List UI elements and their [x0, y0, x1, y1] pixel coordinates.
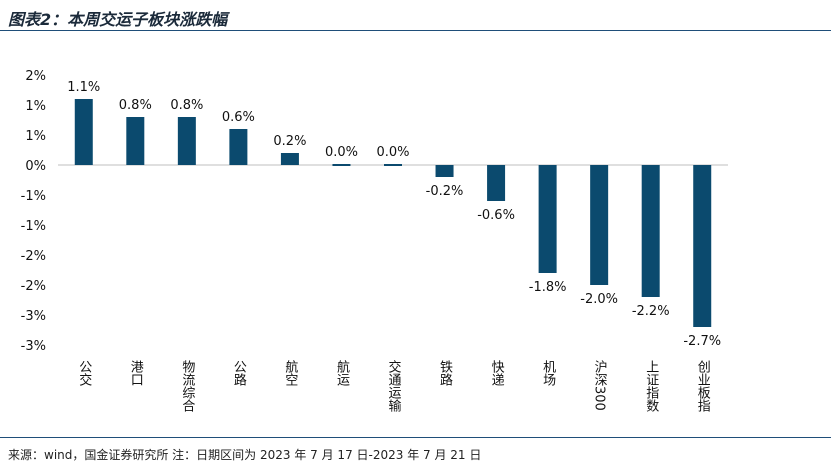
data-label: 0.0%: [376, 145, 409, 160]
bar: [280, 153, 299, 165]
category-label: 快递: [489, 360, 505, 386]
data-label: 0.8%: [119, 98, 152, 113]
title-divider: [0, 30, 831, 31]
bar: [693, 165, 712, 327]
source-note: 来源：wind，国金证券研究所 注：日期区间为 2023 年 7 月 17 日-…: [8, 448, 482, 462]
category-label: 物流综合: [179, 360, 195, 412]
data-label: 0.2%: [273, 134, 306, 149]
data-label: -0.6%: [477, 208, 515, 223]
bar: [74, 99, 93, 165]
category-label: 创业板指: [695, 360, 711, 412]
y-tick-label: 1%: [25, 99, 46, 114]
y-tick-label: -2%: [21, 249, 46, 264]
bar: [641, 165, 660, 297]
y-tick-label: 0%: [25, 159, 46, 174]
category-label: 公交: [76, 360, 92, 386]
category-label: 交通运输: [386, 359, 402, 412]
data-label: 0.0%: [325, 145, 358, 160]
data-label: -2.7%: [683, 334, 721, 349]
data-label: -2.2%: [632, 304, 670, 319]
bar: [126, 117, 145, 165]
y-tick-label: -1%: [21, 189, 46, 204]
footer-divider: [0, 437, 831, 438]
y-tick-label: -3%: [21, 309, 46, 324]
y-tick-label: 2%: [25, 69, 46, 84]
data-label: -0.2%: [426, 184, 464, 199]
y-tick-label: -1%: [21, 219, 46, 234]
x-axis-categories: 公交 港口 物流综合 公路 航空 航运 交通运输 铁路 快递 机场 沪深300 上证指数 创业板指: [76, 359, 710, 412]
category-label: 机场: [540, 360, 556, 386]
bar: [177, 117, 196, 165]
bar: [332, 164, 351, 166]
bar: [229, 129, 248, 165]
category-label: 港口: [128, 360, 144, 386]
category-label: 航运: [334, 359, 350, 387]
bar: [538, 165, 557, 273]
bar: [590, 165, 609, 285]
category-label: 公路: [231, 360, 247, 386]
y-axis: 2% 1% 1% 0% -1% -1% -2% -2% -3% -3%: [21, 69, 46, 354]
bar: [435, 165, 454, 177]
category-label: 上证指数: [643, 360, 659, 412]
data-label: 1.1%: [67, 80, 100, 95]
data-labels: 1.1% 0.8% 0.8% 0.6% 0.2% 0.0% 0.0% -0.2% -0.6% -1…: [67, 80, 721, 349]
data-label: -1.8%: [529, 280, 567, 295]
category-label: 航空: [282, 359, 298, 386]
category-label: 铁路: [437, 360, 453, 386]
y-tick-label: -2%: [21, 279, 46, 294]
data-label: -2.0%: [580, 292, 618, 307]
y-tick-label: 1%: [25, 129, 46, 144]
data-label: 0.6%: [222, 110, 255, 125]
y-tick-label: -3%: [21, 339, 46, 354]
category-label: 沪深300: [592, 359, 608, 410]
bar-series: [74, 99, 712, 327]
bar: [487, 165, 506, 201]
data-label: 0.8%: [170, 98, 203, 113]
bar: [384, 164, 402, 166]
chart-title: 图表2：本周交运子板块涨跌幅: [8, 10, 228, 29]
